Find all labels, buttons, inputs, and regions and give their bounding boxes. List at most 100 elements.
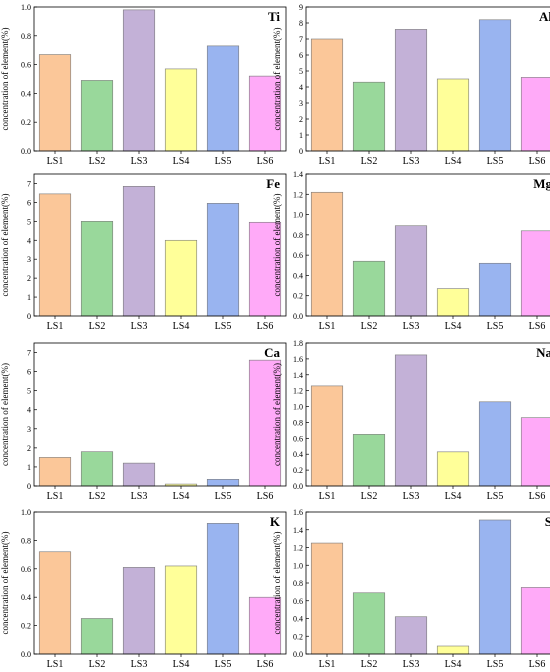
bar-fe-ls4	[164, 239, 198, 317]
x-tick-label-ca-ls2: LS2	[89, 491, 106, 502]
y-tick-label-fe-2: 2	[27, 274, 31, 283]
bar-al-ls4	[436, 78, 470, 152]
x-tick-label-fe-ls5: LS5	[215, 321, 232, 332]
bar-al-ls2	[352, 81, 386, 152]
plot-frame-mg	[305, 173, 550, 317]
plot-frame-al	[305, 6, 550, 152]
x-tick-label-al-ls3: LS3	[403, 156, 420, 167]
y-tick-label-s-0: 0.0	[293, 650, 303, 659]
bar-mg-ls3	[394, 225, 428, 317]
bar-ti-ls3	[122, 9, 156, 152]
y-tick-label-al-6: 6	[299, 51, 303, 60]
bar-k-ls6	[248, 596, 282, 655]
y-axis-label-ti: concentration of element(%)	[0, 28, 10, 131]
y-tick-label-al-5: 5	[299, 67, 303, 76]
x-tick-label-mg-ls5: LS5	[487, 321, 504, 332]
x-tick-label-al-ls2: LS2	[361, 156, 378, 167]
x-tick-label-ca-ls6: LS6	[257, 491, 274, 502]
y-tick-label-al-8: 8	[299, 19, 303, 28]
chart-na: 0.0 0.2 0.4 0.6 0.8 1.0 1.2 1.4 1.6 1.8 LS1 LS2 LS3 L…	[272, 339, 550, 502]
bar-s-ls2	[352, 592, 386, 655]
bar-na-ls4	[436, 451, 470, 487]
y-tick-label-k-5: 1.0	[21, 508, 31, 517]
x-tick-label-k-ls6: LS6	[257, 659, 274, 670]
y-tick-label-fe-4: 4	[27, 236, 31, 245]
x-tick-label-k-ls3: LS3	[131, 659, 148, 670]
bar-al-ls1	[310, 38, 344, 152]
x-tick-label-k-ls4: LS4	[173, 659, 190, 670]
plot-frame-ti	[33, 6, 287, 152]
x-tick-label-na-ls4: LS4	[445, 491, 462, 502]
bar-na-ls1	[310, 385, 344, 487]
y-tick-label-k-2: 0.4	[21, 593, 31, 602]
y-tick-label-mg-3: 0.6	[293, 251, 303, 260]
plot-frame-k	[33, 511, 287, 655]
y-tick-label-al-3: 3	[299, 99, 303, 108]
x-tick-label-s-ls2: LS2	[361, 659, 378, 670]
x-tick-label-k-ls1: LS1	[47, 659, 64, 670]
bar-na-ls6	[520, 417, 550, 487]
x-tick-label-fe-ls4: LS4	[173, 321, 190, 332]
bar-s-ls5	[478, 519, 512, 655]
x-tick-label-ca-ls3: LS3	[131, 491, 148, 502]
y-tick-label-k-0: 0.0	[21, 650, 31, 659]
y-tick-label-ca-0: 0	[27, 482, 31, 491]
y-tick-label-s-5: 1.0	[293, 561, 303, 570]
x-tick-label-fe-ls1: LS1	[47, 321, 64, 332]
y-tick-label-fe-0: 0	[27, 312, 31, 321]
y-tick-label-fe-3: 3	[27, 255, 31, 264]
x-tick-label-ca-ls5: LS5	[215, 491, 232, 502]
y-tick-label-fe-5: 5	[27, 217, 31, 226]
y-axis-label-ca: concentration of element(%)	[0, 363, 10, 466]
bar-fe-ls1	[38, 193, 72, 317]
y-tick-label-ti-0: 0.0	[21, 147, 31, 156]
bar-s-ls3	[394, 616, 428, 655]
x-tick-label-fe-ls6: LS6	[257, 321, 274, 332]
chart-ca: 0 1 2 3 4 5 6 7 LS1 LS2 LS3 LS4 LS5 LS6 Ca concentratio…	[0, 342, 287, 502]
y-tick-label-s-8: 1.6	[293, 508, 303, 517]
y-tick-label-na-8: 1.6	[293, 355, 303, 364]
bar-ti-ls5	[206, 45, 240, 152]
x-tick-label-s-ls4: LS4	[445, 659, 462, 670]
x-tick-label-ca-ls1: LS1	[47, 491, 64, 502]
bar-al-ls3	[394, 29, 428, 152]
y-tick-label-al-4: 4	[299, 83, 303, 92]
chart-title-s: S	[545, 514, 550, 529]
chart-title-fe: Fe	[266, 176, 280, 191]
bar-ti-ls1	[38, 54, 72, 152]
x-tick-label-ca-ls4: LS4	[173, 491, 190, 502]
x-tick-label-al-ls4: LS4	[445, 156, 462, 167]
y-tick-label-al-0: 0	[299, 147, 303, 156]
x-tick-label-ti-ls5: LS5	[215, 156, 232, 167]
bar-ti-ls6	[248, 75, 282, 152]
chart-al: 0 1 2 3 4 5 6 7 8 9 LS1 LS2 LS3 LS4 LS5 LS6 Al concentrat…	[272, 3, 550, 167]
chart-fe: 0 1 2 3 4 5 6 7 LS1 LS2 LS3 LS4 LS5 LS6 Fe concentratio…	[0, 173, 287, 332]
x-tick-label-mg-ls1: LS1	[319, 321, 336, 332]
bar-ca-ls3	[122, 462, 156, 487]
y-tick-label-ca-5: 5	[27, 387, 31, 396]
x-tick-label-mg-ls6: LS6	[529, 321, 546, 332]
y-tick-label-na-2: 0.4	[293, 450, 303, 459]
y-tick-label-s-1: 0.2	[293, 632, 303, 641]
y-tick-label-ca-3: 3	[27, 425, 31, 434]
x-tick-label-ti-ls4: LS4	[173, 156, 190, 167]
chart-mg: 0.0 0.2 0.4 0.6 0.8 1.0 1.2 1.4 LS1 LS2 LS3 LS4 LS5 L…	[272, 170, 550, 332]
x-tick-label-na-ls2: LS2	[361, 491, 378, 502]
bar-s-ls6	[520, 587, 550, 655]
x-tick-label-al-ls1: LS1	[319, 156, 336, 167]
y-tick-label-fe-1: 1	[27, 293, 31, 302]
y-tick-label-ti-4: 0.8	[21, 32, 31, 41]
x-tick-label-mg-ls2: LS2	[361, 321, 378, 332]
y-tick-label-mg-4: 0.8	[293, 231, 303, 240]
chart-title-ca: Ca	[264, 345, 280, 360]
x-tick-label-s-ls3: LS3	[403, 659, 420, 670]
bar-ti-ls2	[80, 80, 114, 152]
x-tick-label-al-ls6: LS6	[529, 156, 546, 167]
bar-k-ls4	[164, 565, 198, 655]
y-tick-label-fe-6: 6	[27, 198, 31, 207]
bar-ca-ls6	[248, 359, 282, 487]
bar-na-ls5	[478, 401, 512, 487]
bar-ca-ls2	[80, 451, 114, 487]
y-tick-label-al-7: 7	[299, 35, 303, 44]
